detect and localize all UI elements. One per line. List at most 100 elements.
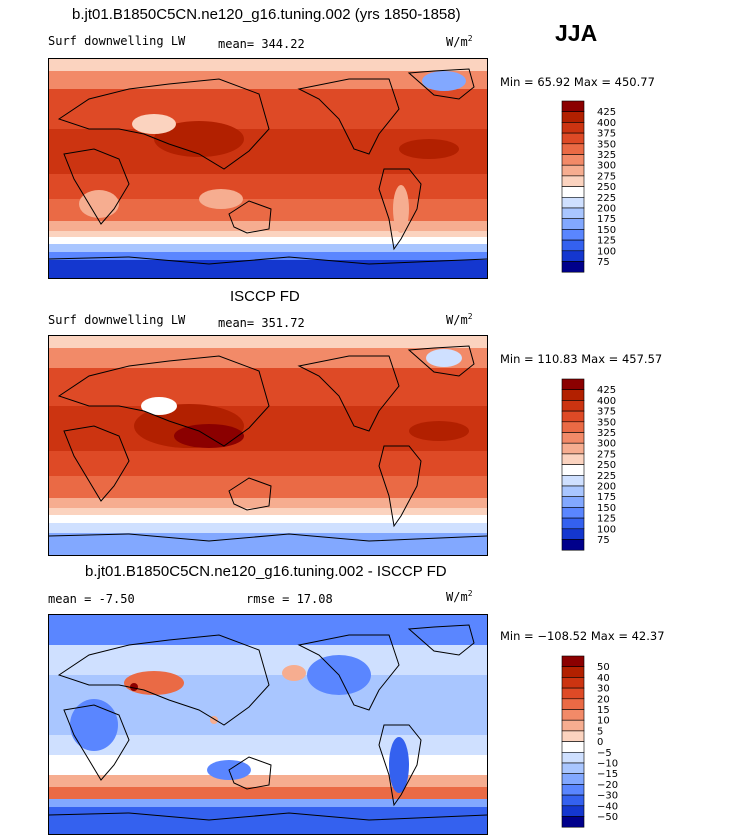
colorbar-swatch: [561, 207, 585, 219]
colorbar-tick-label: 275: [597, 171, 616, 182]
colorbar-swatch: [561, 677, 585, 689]
colorbar-tick-label: 300: [597, 161, 616, 172]
colorbar-swatch: [561, 464, 585, 476]
colorbar-tick-label: 425: [597, 107, 616, 118]
colorbar-swatch: [561, 539, 585, 551]
panel-3-map: [48, 614, 488, 835]
colorbar-tick-label: 150: [597, 225, 616, 236]
colorbar-swatch: [561, 719, 585, 732]
panel-3-mean: mean = -7.50: [48, 592, 135, 606]
colorbar-tick-label: 225: [597, 471, 616, 482]
colorbar-swatch: [561, 132, 585, 145]
colorbar-swatch: [561, 752, 585, 764]
colorbar-tick-label: 300: [597, 439, 616, 450]
colorbar-tick-label: 250: [597, 460, 616, 471]
panel-1-title: b.jt01.B1850C5CN.ne120_g16.tuning.002 (y…: [72, 6, 461, 23]
panel-3-colorbar: 50 40 30 20 15 10 5 0 −5 −10 −15 −20 −30 −40 −50: [561, 655, 632, 828]
colorbar-swatch: [561, 784, 585, 796]
colorbar-tick-label: 100: [597, 524, 616, 535]
colorbar-swatch: [561, 475, 585, 487]
colorbar-tick-label: −5: [597, 748, 612, 759]
colorbar-tick-label: −10: [597, 759, 618, 770]
panel-1-mean: mean= 344.22: [218, 37, 305, 51]
colorbar-tick-label: −40: [597, 801, 618, 812]
colorbar-swatch: [561, 164, 585, 177]
colorbar-swatch: [561, 378, 585, 390]
colorbar-swatch: [561, 507, 585, 519]
colorbar-swatch: [561, 805, 585, 817]
colorbar-tick-label: 20: [597, 694, 610, 705]
panel-1-colorbar: 425 400 375 350 325 300 275 250 225 200 175 150 125 1…: [561, 100, 632, 273]
colorbar-tick-label: −30: [597, 791, 618, 802]
panel-2-mean: mean= 351.72: [218, 316, 305, 330]
colorbar-tick-label: 400: [597, 118, 616, 129]
colorbar-swatch: [561, 762, 585, 774]
panel-2-colorbar-svg: 4254003753503253002752502252001751501251…: [561, 378, 616, 551]
model-lw-map: [49, 59, 487, 278]
panel-3-rmse: rmse = 17.08: [246, 592, 333, 606]
colorbar-tick-label: −20: [597, 780, 618, 791]
colorbar-swatch: [561, 730, 585, 742]
colorbar-tick-label: 15: [597, 705, 610, 716]
colorbar-tick-label: 375: [597, 129, 616, 140]
colorbar-tick-label: 350: [597, 417, 616, 428]
colorbar-tick-label: 75: [597, 257, 610, 268]
colorbar-swatch: [561, 143, 585, 155]
colorbar-swatch: [561, 709, 585, 721]
colorbar-swatch: [561, 528, 585, 540]
colorbar-tick-label: 325: [597, 428, 616, 439]
panel-1-minmax: Min = 65.92 Max = 450.77: [500, 75, 655, 89]
panel-1-variable: Surf downwelling LW: [48, 34, 186, 48]
colorbar-swatch: [561, 229, 585, 241]
colorbar-tick-label: 200: [597, 482, 616, 493]
panel-3-minmax: Min = −108.52 Max = 42.37: [500, 629, 665, 643]
colorbar-swatch: [561, 389, 585, 401]
colorbar-swatch: [561, 698, 585, 710]
panel-1-colorbar-svg: 4254003753503253002752502252001751501251…: [561, 100, 616, 273]
colorbar-tick-label: −15: [597, 769, 618, 780]
colorbar-swatch: [561, 239, 585, 252]
colorbar-tick-label: 125: [597, 236, 616, 247]
colorbar-tick-label: 425: [597, 385, 616, 396]
colorbar-tick-label: 30: [597, 684, 610, 695]
isccp-lw-map: [49, 336, 487, 555]
colorbar-swatch: [561, 421, 585, 433]
colorbar-swatch: [561, 197, 585, 209]
colorbar-swatch: [561, 773, 585, 785]
colorbar-swatch: [561, 687, 585, 700]
colorbar-swatch: [561, 794, 585, 807]
colorbar-swatch: [561, 250, 585, 262]
panel-2-variable: Surf downwelling LW: [48, 313, 186, 327]
colorbar-tick-label: 75: [597, 535, 610, 546]
season-label: JJA: [555, 20, 598, 46]
difference-map: [49, 615, 487, 834]
panel-1-units: W/m2: [446, 34, 473, 49]
colorbar-swatch: [561, 186, 585, 198]
colorbar-tick-label: 175: [597, 214, 616, 225]
colorbar-tick-label: 325: [597, 150, 616, 161]
colorbar-tick-label: 100: [597, 246, 616, 257]
colorbar-tick-label: 125: [597, 514, 616, 525]
colorbar-swatch: [561, 442, 585, 455]
colorbar-tick-label: 200: [597, 204, 616, 215]
colorbar-tick-label: 250: [597, 182, 616, 193]
panel-3-units: W/m2: [446, 589, 473, 604]
colorbar-swatch: [561, 816, 585, 828]
colorbar-tick-label: 375: [597, 407, 616, 418]
colorbar-swatch: [561, 741, 585, 753]
panel-2-colorbar: 425 400 375 350 325 300 275 250 225 200 175 150 125 1…: [561, 378, 632, 551]
colorbar-swatch: [561, 218, 585, 230]
colorbar-swatch: [561, 100, 585, 112]
colorbar-swatch: [561, 666, 585, 678]
panel-3-title: b.jt01.B1850C5CN.ne120_g16.tuning.002 - …: [85, 563, 447, 580]
colorbar-tick-label: 350: [597, 139, 616, 150]
colorbar-swatch: [561, 400, 585, 412]
colorbar-tick-label: 5: [597, 726, 603, 737]
colorbar-tick-label: 0: [597, 737, 603, 748]
colorbar-swatch: [561, 432, 585, 444]
colorbar-tick-label: 150: [597, 503, 616, 514]
colorbar-tick-label: 175: [597, 492, 616, 503]
colorbar-tick-label: 400: [597, 396, 616, 407]
colorbar-swatch: [561, 410, 585, 423]
